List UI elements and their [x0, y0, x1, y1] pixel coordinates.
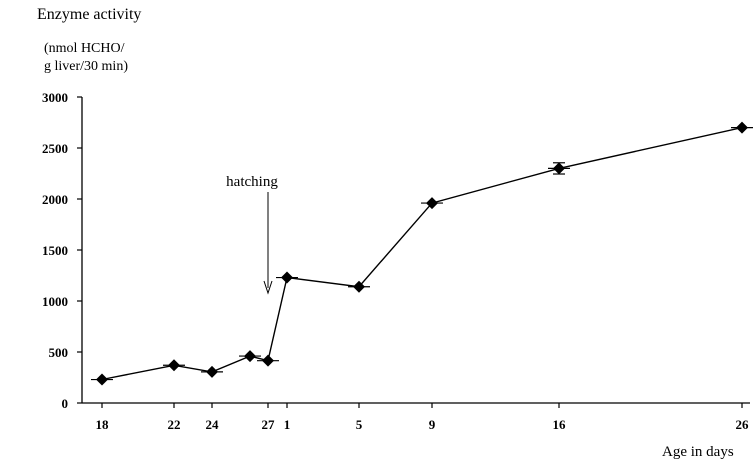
- x-tick-label: 22: [168, 417, 181, 432]
- y-ticks: 0 500 1000 1500 2000 2500 3000: [42, 90, 82, 411]
- series-line-path: [101, 126, 743, 381]
- x-axis-title: Age in days: [662, 444, 734, 460]
- data-markers: [91, 121, 753, 386]
- x-ticks: 18 22 24 27 1 5 9 16 26: [96, 403, 750, 432]
- data-point: [163, 359, 185, 372]
- diamond-marker: [262, 354, 274, 367]
- diamond-marker: [244, 350, 256, 363]
- diamond-marker: [353, 280, 365, 293]
- x-tick-label: 5: [356, 417, 363, 432]
- y-tick-label: 1500: [42, 243, 68, 258]
- diamond-marker: [168, 359, 180, 372]
- y-tick-label: 1000: [42, 294, 68, 309]
- y-tick-label: 500: [49, 345, 69, 360]
- annotation-hatching: hatching: [226, 174, 278, 190]
- data-point: [421, 197, 443, 210]
- series-line: [101, 126, 743, 381]
- data-point: [276, 271, 298, 284]
- x-tick-label: 1: [284, 417, 291, 432]
- data-point: [548, 162, 570, 175]
- x-tick-label: 24: [206, 417, 220, 432]
- data-point: [239, 350, 261, 363]
- diamond-marker: [553, 162, 565, 175]
- data-point: [348, 280, 370, 293]
- axes: [81, 97, 750, 404]
- diamond-marker: [426, 197, 438, 210]
- x-tick-label: 16: [553, 417, 567, 432]
- diamond-marker: [96, 373, 108, 386]
- y-axis-unit-line1: (nmol HCHO/: [44, 41, 125, 56]
- data-point: [91, 373, 113, 386]
- diamond-marker: [206, 365, 218, 378]
- hatching-annotation: hatching: [226, 174, 278, 295]
- y-axis-title: Enzyme activity: [37, 6, 142, 23]
- x-tick-label: 26: [736, 417, 750, 432]
- annotation-arrow-head: [263, 280, 273, 295]
- y-axis-unit-line2: g liver/30 min): [44, 59, 128, 74]
- y-tick-label: 0: [62, 396, 69, 411]
- data-point: [201, 365, 223, 378]
- y-tick-label: 2500: [42, 141, 68, 156]
- diamond-marker: [281, 271, 293, 284]
- x-tick-label: 9: [429, 417, 436, 432]
- x-tick-label: 27: [262, 417, 276, 432]
- diamond-marker: [736, 121, 748, 134]
- data-point: [257, 354, 279, 367]
- y-tick-label: 3000: [42, 90, 68, 105]
- x-tick-label: 18: [96, 417, 110, 432]
- data-point: [731, 121, 753, 134]
- y-tick-label: 2000: [42, 192, 68, 207]
